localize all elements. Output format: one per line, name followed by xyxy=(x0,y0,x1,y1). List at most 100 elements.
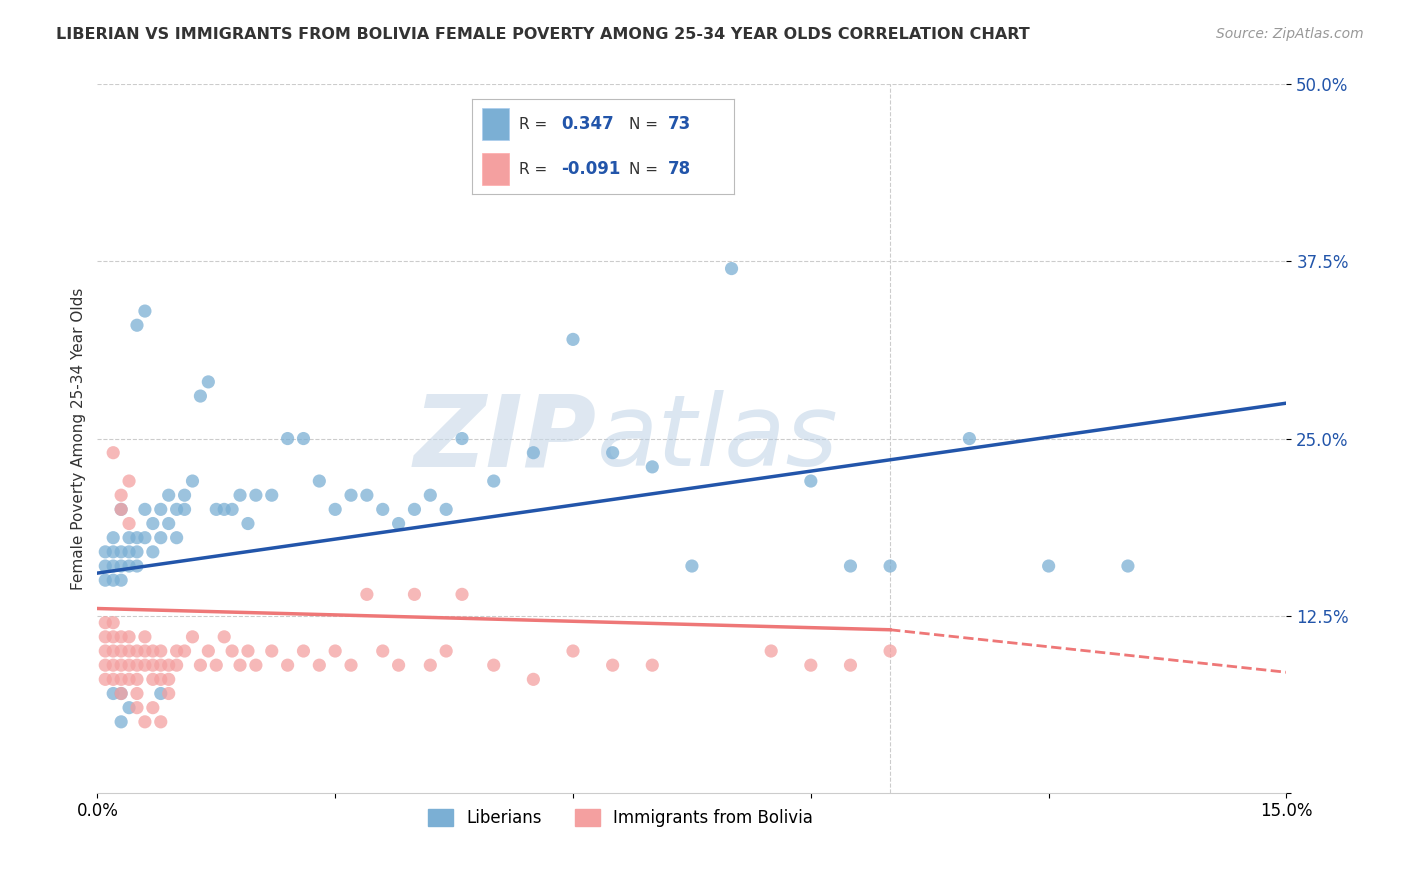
Point xyxy=(260,488,283,502)
Point xyxy=(681,559,703,574)
Point xyxy=(205,658,228,673)
Point xyxy=(245,488,267,502)
Point xyxy=(103,573,125,587)
Point xyxy=(118,516,141,531)
Point xyxy=(602,446,624,460)
Point xyxy=(340,658,363,673)
Point xyxy=(125,644,148,658)
Point xyxy=(434,644,457,658)
Point xyxy=(181,474,204,488)
Point xyxy=(451,587,474,601)
Point xyxy=(387,658,409,673)
Point xyxy=(720,261,742,276)
Point xyxy=(1116,559,1139,574)
Point xyxy=(110,488,132,502)
Point xyxy=(157,673,180,687)
Point xyxy=(142,700,165,714)
Point xyxy=(308,474,330,488)
Point xyxy=(419,488,441,502)
Point xyxy=(371,644,394,658)
Point xyxy=(340,488,363,502)
Point xyxy=(292,644,315,658)
Point xyxy=(125,700,148,714)
Point xyxy=(356,587,378,601)
Point xyxy=(110,644,132,658)
Point xyxy=(103,630,125,644)
Point xyxy=(103,531,125,545)
Point xyxy=(94,658,117,673)
Point xyxy=(451,432,474,446)
Point xyxy=(562,148,585,162)
Point xyxy=(110,502,132,516)
Point xyxy=(371,502,394,516)
Point xyxy=(157,686,180,700)
Point xyxy=(149,686,172,700)
Point xyxy=(125,658,148,673)
Point xyxy=(221,644,243,658)
Point xyxy=(292,432,315,446)
Point xyxy=(356,488,378,502)
Point xyxy=(103,545,125,559)
Point xyxy=(245,658,267,673)
Point xyxy=(149,714,172,729)
Point xyxy=(149,502,172,516)
Point xyxy=(157,488,180,502)
Text: atlas: atlas xyxy=(596,390,838,487)
Point xyxy=(387,516,409,531)
Point xyxy=(125,318,148,333)
Point xyxy=(522,673,544,687)
Point xyxy=(434,502,457,516)
Point xyxy=(157,516,180,531)
Point xyxy=(166,502,188,516)
Point xyxy=(125,531,148,545)
Point xyxy=(482,474,505,488)
Point xyxy=(166,658,188,673)
Point xyxy=(103,615,125,630)
Point xyxy=(134,502,156,516)
Point xyxy=(118,630,141,644)
Point xyxy=(482,148,505,162)
Point xyxy=(308,658,330,673)
Point xyxy=(110,714,132,729)
Point xyxy=(149,644,172,658)
Point xyxy=(166,531,188,545)
Point xyxy=(800,658,823,673)
Point xyxy=(157,658,180,673)
Point xyxy=(94,630,117,644)
Point xyxy=(190,658,212,673)
Point xyxy=(602,658,624,673)
Point xyxy=(166,644,188,658)
Point xyxy=(103,446,125,460)
Text: LIBERIAN VS IMMIGRANTS FROM BOLIVIA FEMALE POVERTY AMONG 25-34 YEAR OLDS CORRELA: LIBERIAN VS IMMIGRANTS FROM BOLIVIA FEMA… xyxy=(56,27,1031,42)
Point xyxy=(118,673,141,687)
Point xyxy=(323,502,346,516)
Point xyxy=(110,686,132,700)
Point xyxy=(118,545,141,559)
Point xyxy=(173,488,195,502)
Point xyxy=(181,630,204,644)
Point xyxy=(323,644,346,658)
Point xyxy=(103,559,125,574)
Point xyxy=(562,644,585,658)
Point xyxy=(142,673,165,687)
Point xyxy=(94,545,117,559)
Point xyxy=(142,644,165,658)
Y-axis label: Female Poverty Among 25-34 Year Olds: Female Poverty Among 25-34 Year Olds xyxy=(72,287,86,590)
Point xyxy=(142,516,165,531)
Point xyxy=(197,375,219,389)
Point xyxy=(277,658,299,673)
Point xyxy=(125,686,148,700)
Point xyxy=(142,658,165,673)
Point xyxy=(236,644,259,658)
Point xyxy=(149,673,172,687)
Point xyxy=(229,488,252,502)
Point xyxy=(522,446,544,460)
Point xyxy=(197,644,219,658)
Point xyxy=(134,304,156,318)
Point xyxy=(134,658,156,673)
Point xyxy=(190,389,212,403)
Point xyxy=(103,658,125,673)
Point xyxy=(879,559,901,574)
Point xyxy=(212,502,235,516)
Point xyxy=(277,432,299,446)
